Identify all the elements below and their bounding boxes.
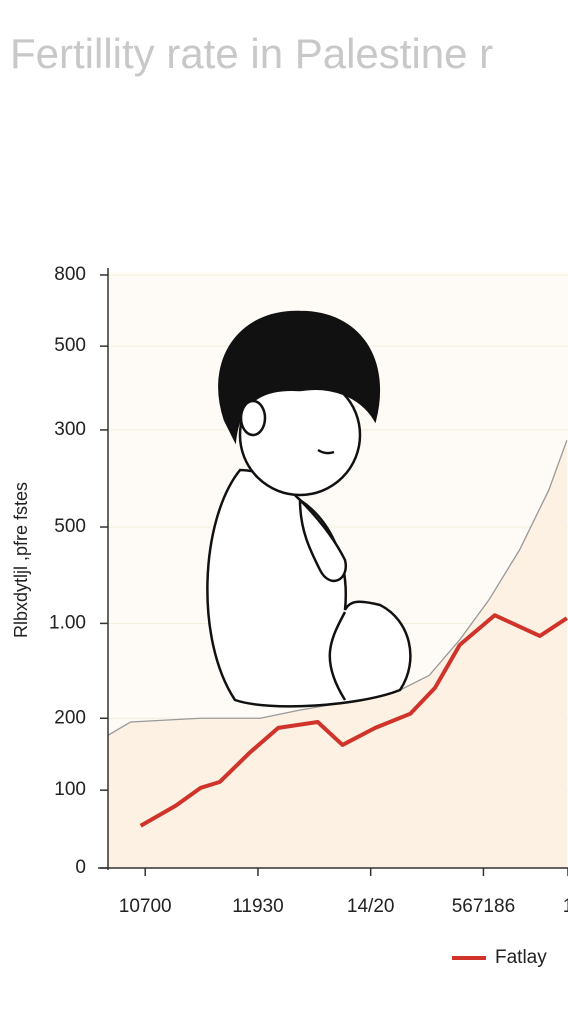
y-tick-label: 500 [54, 335, 86, 356]
line-layer [139, 613, 568, 828]
x-tick-label: 567186 [452, 896, 515, 917]
chart-title: Fertillity rate in Palestine r [10, 30, 493, 77]
x-tick-label: 1 [563, 896, 568, 917]
y-tick-label: 100 [54, 779, 86, 800]
x-tick-label: 14/20 [347, 896, 395, 917]
x-tick-label: 10700 [119, 896, 172, 917]
area-fill [108, 440, 567, 868]
line [139, 613, 568, 828]
y-tick-label: 300 [54, 419, 86, 440]
y-tick-label: 800 [54, 264, 86, 285]
baby-illustration [206, 310, 412, 708]
y-tick-label: 0 [75, 857, 86, 878]
legend-label: Fatlay [495, 947, 547, 968]
x-tick-label: 11930 [232, 896, 283, 917]
y-tick-label: 200 [54, 707, 86, 728]
y-axis-label: Rlbxdytljl ,pfre fstes [11, 482, 31, 638]
y-tick-label: 1.00 [49, 612, 86, 633]
y-tick-label: 500 [54, 516, 86, 537]
